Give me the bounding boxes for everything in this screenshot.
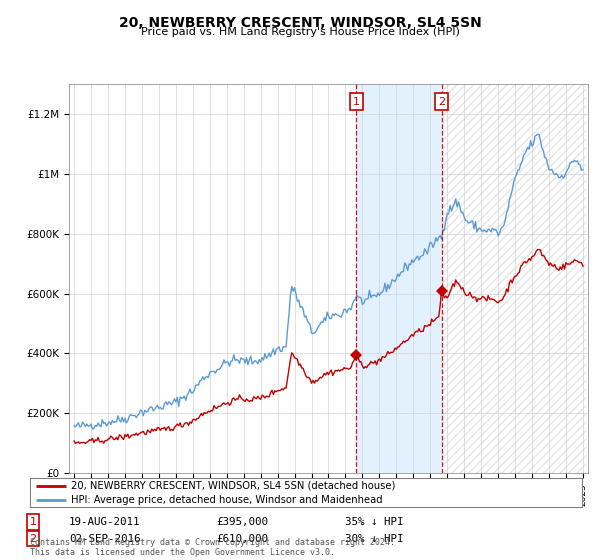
Text: Contains HM Land Registry data © Crown copyright and database right 2024.
This d: Contains HM Land Registry data © Crown c… [30, 538, 395, 557]
Bar [442, 84, 586, 473]
Text: 2: 2 [438, 96, 445, 106]
Text: 30% ↓ HPI: 30% ↓ HPI [345, 534, 404, 544]
Text: 1: 1 [353, 96, 359, 106]
Text: 2: 2 [29, 534, 37, 544]
Bar [442, 84, 586, 473]
Text: 02-SEP-2016: 02-SEP-2016 [69, 534, 140, 544]
Text: 1: 1 [29, 517, 37, 527]
Text: 19-AUG-2011: 19-AUG-2011 [69, 517, 140, 527]
Text: 35% ↓ HPI: 35% ↓ HPI [345, 517, 404, 527]
Text: 20, NEWBERRY CRESCENT, WINDSOR, SL4 5SN: 20, NEWBERRY CRESCENT, WINDSOR, SL4 5SN [119, 16, 481, 30]
Bar [356, 84, 442, 473]
Text: HPI: Average price, detached house, Windsor and Maidenhead: HPI: Average price, detached house, Wind… [71, 496, 383, 505]
Text: £610,000: £610,000 [216, 534, 268, 544]
Text: £395,000: £395,000 [216, 517, 268, 527]
Text: 20, NEWBERRY CRESCENT, WINDSOR, SL4 5SN (detached house): 20, NEWBERRY CRESCENT, WINDSOR, SL4 5SN … [71, 481, 396, 491]
Text: Price paid vs. HM Land Registry's House Price Index (HPI): Price paid vs. HM Land Registry's House … [140, 27, 460, 37]
